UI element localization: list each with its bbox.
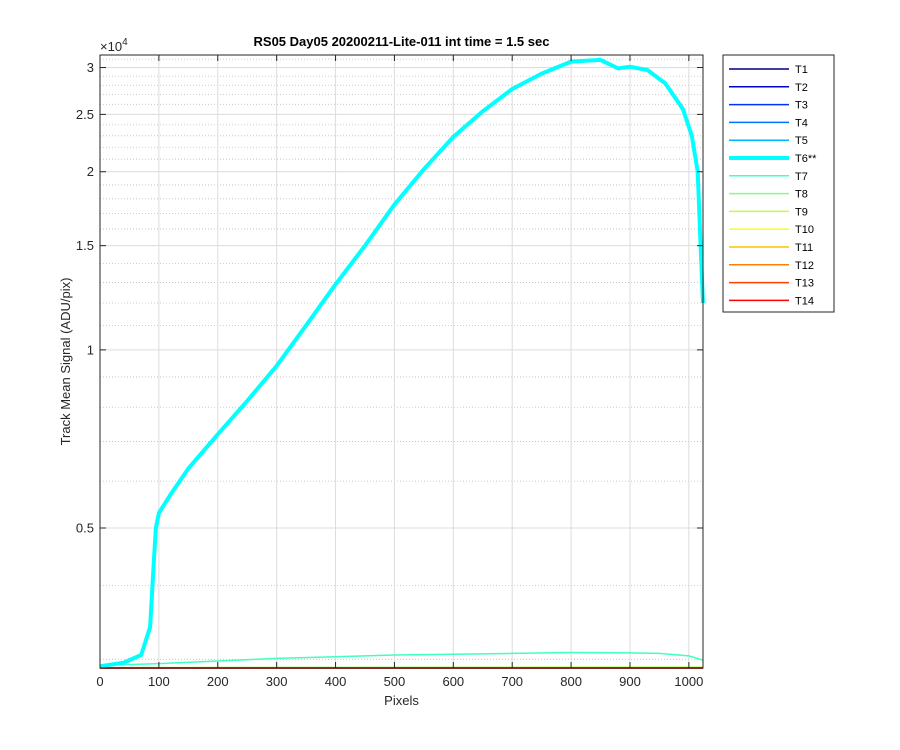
y-tick-label: 2 <box>87 164 94 179</box>
x-tick-label: 400 <box>325 674 347 689</box>
axis-ticks: 0 100 200 300 400 500 600 700 800 900 1000 0.5 1 1.5 2… <box>76 55 703 689</box>
legend-entry: T12 <box>795 260 814 272</box>
legend-entry: T1 <box>795 64 808 76</box>
x-axis-label: Pixels <box>384 693 419 708</box>
x-tick-label: 100 <box>148 674 170 689</box>
x-tick-label: 700 <box>501 674 523 689</box>
legend-entry: T4 <box>795 117 808 129</box>
grid-lines <box>99 55 703 668</box>
chart-title: RS05 Day05 20200211-Lite-011 int time = … <box>254 34 550 49</box>
x-tick-label: 300 <box>266 674 288 689</box>
x-tick-label: 800 <box>560 674 582 689</box>
legend-entry: T2 <box>795 82 808 94</box>
y-tick-label: 3 <box>87 60 94 75</box>
y-axis-exponent-base: ×10 <box>100 39 122 54</box>
legend-entry: T6** <box>795 153 817 165</box>
legend-entry: T10 <box>795 224 814 236</box>
legend-entry: T14 <box>795 295 814 307</box>
y-axis-exponent: ×104 <box>100 37 128 54</box>
x-tick-label: 1000 <box>674 674 703 689</box>
y-tick-label: 1 <box>87 342 94 357</box>
series-line-T7 <box>99 651 704 667</box>
y-tick-label: 0.5 <box>76 521 94 536</box>
legend-entry: T11 <box>795 242 813 254</box>
y-axis-exponent-power: 4 <box>122 37 128 48</box>
legend-box <box>722 54 835 313</box>
x-tick-label: 0 <box>96 674 103 689</box>
series-lines <box>99 57 705 669</box>
legend-entry: T7 <box>795 171 808 183</box>
legend-entry: T8 <box>795 189 808 201</box>
y-tick-label: 2.5 <box>76 107 94 122</box>
legend-entry: T5 <box>795 135 808 147</box>
x-tick-label: 500 <box>384 674 406 689</box>
series-line-T6 <box>99 57 705 669</box>
x-tick-label: 600 <box>442 674 464 689</box>
y-tick-label: 1.5 <box>76 238 94 253</box>
legend-entry: T9 <box>795 206 808 218</box>
plot-area-border <box>99 54 704 669</box>
x-tick-label: 200 <box>207 674 229 689</box>
y-axis-label: Track Mean Signal (ADU/pix) <box>58 278 73 446</box>
x-tick-label: 900 <box>619 674 641 689</box>
legend-entry: T3 <box>795 100 808 112</box>
legend: T1 T2 T3 T4 T5 T6** T7 T8 T9 T10 T11 T12 T13 T14 <box>722 54 835 313</box>
legend-entry: T13 <box>795 278 814 290</box>
